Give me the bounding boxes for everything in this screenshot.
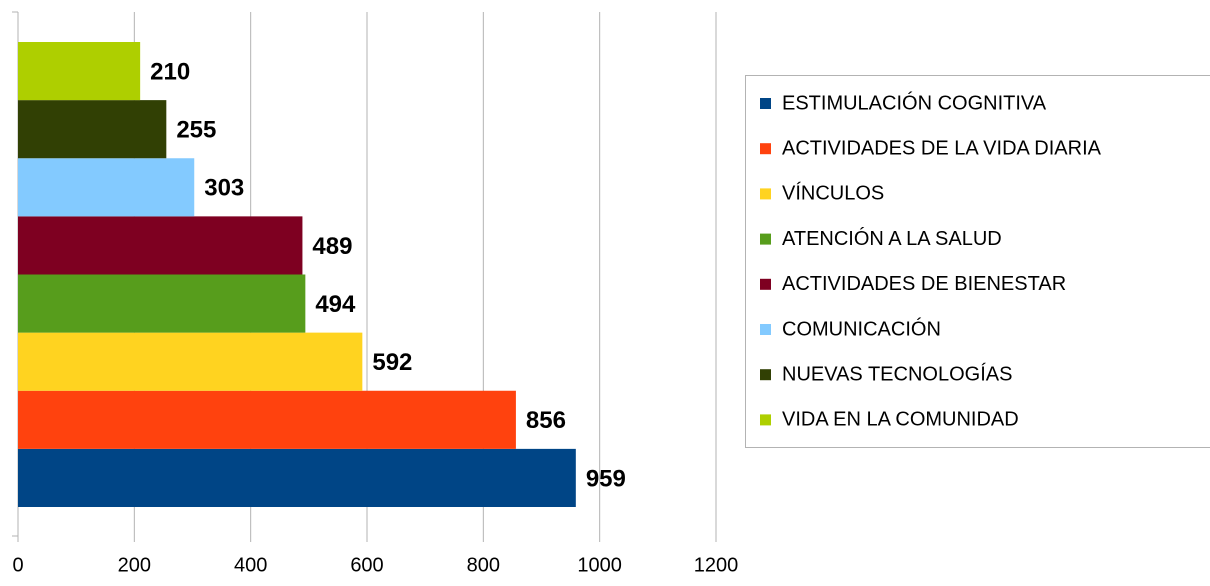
legend-box bbox=[745, 75, 1210, 448]
legend-swatch bbox=[760, 369, 771, 381]
data-label: 255 bbox=[176, 117, 216, 144]
x-tick-label: 800 bbox=[467, 554, 500, 576]
x-tick-label: 400 bbox=[234, 554, 267, 576]
x-tick-label: 200 bbox=[118, 554, 151, 576]
legend-label: VÍNCULOS bbox=[782, 182, 884, 205]
legend-swatch bbox=[760, 98, 771, 109]
data-label: 494 bbox=[315, 291, 356, 318]
bar bbox=[18, 390, 516, 449]
legend-swatch bbox=[760, 414, 771, 426]
x-tick-label: 1000 bbox=[577, 554, 622, 576]
legend-label: NUEVAS TECNOLOGÍAS bbox=[782, 362, 1012, 385]
bar bbox=[18, 42, 141, 101]
legend-label: ACTIVIDADES DE BIENESTAR bbox=[782, 273, 1066, 295]
legend-label: ATENCIÓN A LA SALUD bbox=[782, 227, 1002, 250]
legend-label: ACTIVIDADES DE LA VIDA DIARIA bbox=[782, 137, 1102, 159]
bar bbox=[18, 448, 576, 507]
legend-swatch bbox=[760, 143, 771, 155]
bar bbox=[18, 274, 306, 333]
x-tick-label: 600 bbox=[350, 554, 383, 576]
bar bbox=[18, 332, 363, 391]
legend-label: ESTIMULACIÓN COGNITIVA bbox=[782, 91, 1047, 114]
data-label: 210 bbox=[150, 58, 190, 85]
bar bbox=[18, 158, 195, 217]
data-label: 959 bbox=[586, 465, 626, 492]
bar bbox=[18, 216, 303, 275]
x-tick-label: 1200 bbox=[694, 554, 739, 576]
data-label: 303 bbox=[204, 175, 244, 202]
legend-label: COMUNICACIÓN bbox=[782, 317, 941, 340]
bar bbox=[18, 100, 167, 159]
legend-swatch bbox=[760, 188, 771, 200]
legend-label: VIDA EN LA COMUNIDAD bbox=[782, 409, 1019, 431]
data-label: 592 bbox=[372, 349, 412, 376]
data-label: 856 bbox=[526, 407, 566, 434]
data-label: 489 bbox=[312, 233, 352, 260]
legend-swatch bbox=[760, 233, 771, 245]
legend-swatch bbox=[760, 324, 771, 335]
legend-swatch bbox=[760, 278, 771, 290]
x-tick-label: 0 bbox=[12, 554, 23, 576]
